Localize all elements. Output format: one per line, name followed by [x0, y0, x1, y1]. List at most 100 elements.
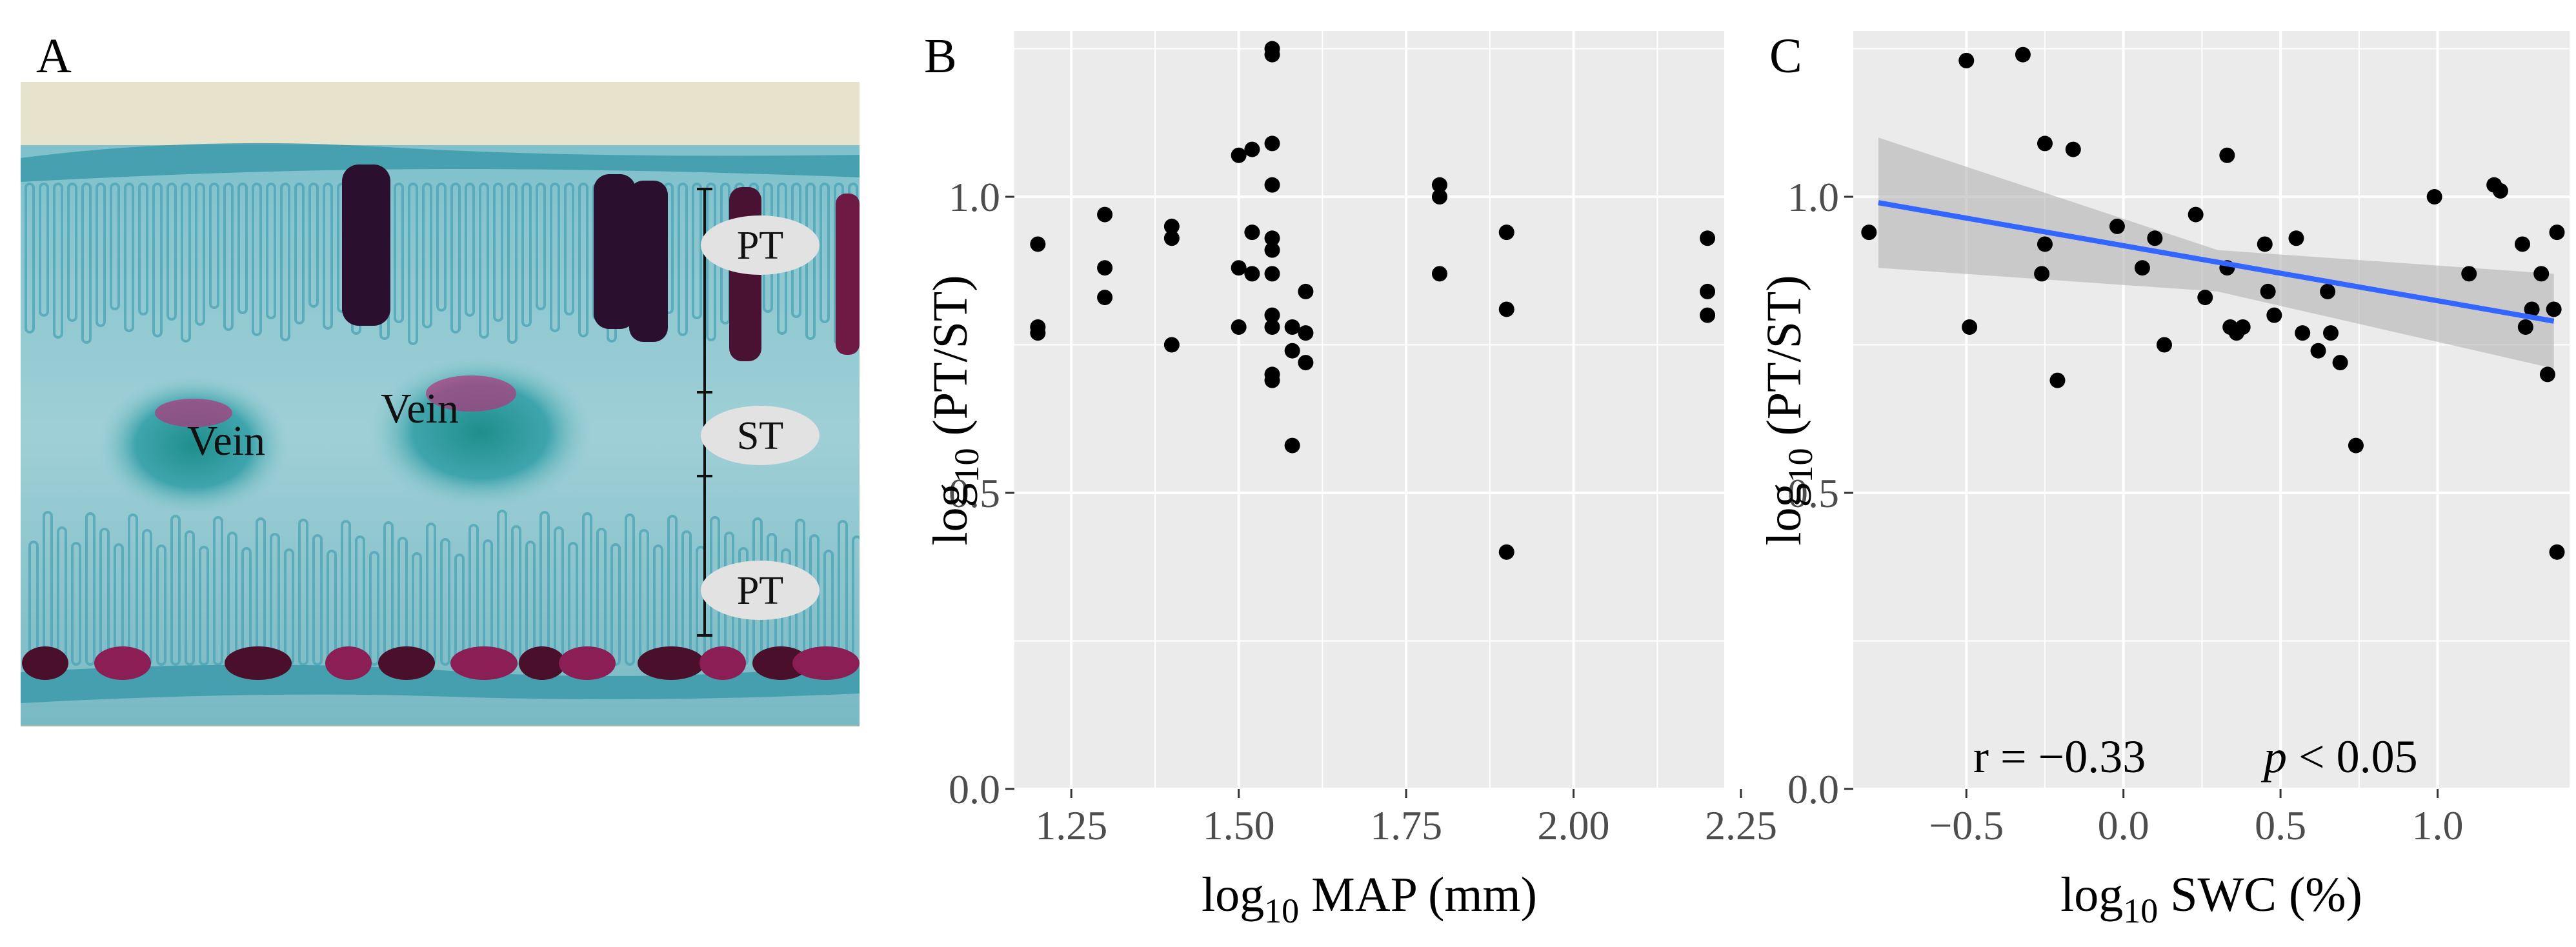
palisade-cell [81, 183, 92, 344]
data-point [2310, 343, 2326, 359]
tannin-cell [519, 646, 565, 680]
region-label-pt-upper-text: PT [737, 224, 783, 268]
palisade-cell [678, 183, 688, 336]
y-tick-label: 0.5 [1787, 470, 1839, 516]
vein-label-left: Vein [187, 417, 265, 464]
panel-c: C −0.5 0.0 0.5 1.0 0.0 0.5 1.0 r = −0.33 p < 0… [1757, 29, 2570, 930]
points-b [1030, 41, 1716, 560]
palisade-cell [408, 183, 418, 345]
upper-epidermis [21, 143, 860, 182]
y-tick-label: 0.0 [949, 766, 1000, 812]
data-point [2037, 236, 2053, 252]
data-point [1163, 230, 1180, 246]
x-tick-label: −0.5 [1929, 802, 2004, 848]
grid-c [1853, 31, 2570, 790]
data-point [2197, 290, 2213, 306]
data-point [2533, 266, 2550, 282]
data-point [1244, 224, 1260, 241]
panel-letter-b: B [924, 29, 957, 83]
tannin-cell [378, 646, 435, 680]
panel-letter-a: A [36, 29, 72, 83]
palisade-cell [422, 183, 432, 328]
palisade-cell [39, 183, 49, 317]
x-tick-label: 2.25 [1705, 802, 1777, 848]
palisade-cell [550, 183, 560, 332]
data-point [2188, 206, 2204, 223]
palisade-cell [181, 183, 191, 343]
data-point [1231, 260, 1247, 276]
tannin-cell [792, 646, 860, 680]
palisade-cell [25, 183, 35, 334]
tannin-cell [752, 646, 809, 680]
palisade-cell [479, 183, 489, 339]
x-tick-label: 1.25 [1035, 802, 1107, 848]
data-point [1264, 307, 1280, 323]
ticks-b: 1.25 1.50 1.75 2.00 2.25 0.0 0.5 1.0 [949, 174, 1777, 848]
data-point [2134, 260, 2150, 276]
lower-epidermis [21, 664, 860, 703]
plot-area-b [1014, 31, 1724, 789]
palisade-cell [209, 183, 219, 309]
palisade-cell [237, 183, 248, 314]
data-point [1298, 283, 1314, 299]
vein-bundle-left [97, 374, 290, 516]
data-point [1264, 135, 1280, 152]
palisade-cell [195, 183, 205, 326]
palisade-cell [170, 515, 181, 666]
palisade-cell [610, 543, 621, 666]
data-point [2235, 319, 2251, 335]
palisade-cell [124, 183, 134, 332]
y-tick-label: 0.5 [949, 470, 1000, 516]
palisade-cell [199, 546, 209, 666]
palisade-cell [138, 183, 148, 315]
data-point [2260, 283, 2276, 299]
correlation-r: r = −0.33 [1973, 731, 2146, 783]
data-point [2492, 183, 2508, 199]
data-point [2323, 325, 2339, 341]
data-point [1498, 301, 1514, 317]
palisade-cell [96, 183, 106, 327]
data-point [2034, 266, 2050, 282]
correlation-p: p < 0.05 [2260, 731, 2418, 783]
scale-bar [697, 188, 712, 637]
data-point [1284, 343, 1300, 359]
data-point [1700, 307, 1716, 323]
data-point [2539, 366, 2555, 383]
data-point [1431, 177, 1447, 193]
x-axis-title-b: log10 MAP (mm) [1202, 868, 1537, 930]
data-point [1231, 319, 1247, 335]
x-tick-label: 1.50 [1203, 802, 1275, 848]
x-tick-label: 2.00 [1538, 802, 1610, 848]
data-point [1264, 266, 1280, 282]
tannin-cell [325, 646, 372, 680]
data-point [1298, 325, 1314, 341]
palisade-cell [308, 183, 319, 308]
data-point [1700, 230, 1716, 246]
panel-a: A [21, 29, 860, 727]
data-point [1431, 266, 1447, 282]
vein-stain-right [426, 375, 516, 412]
data-point [2348, 437, 2364, 454]
data-point [1431, 189, 1447, 205]
region-label-pt-lower-text: PT [737, 569, 783, 613]
tannin-cell [342, 164, 390, 326]
palisade-cell [564, 183, 574, 315]
data-point [2549, 544, 2565, 560]
palisade-cell [450, 183, 461, 334]
data-point [1264, 177, 1280, 193]
data-point [1163, 337, 1180, 353]
palisade-cell [493, 183, 503, 322]
palisade-cell [294, 183, 305, 324]
tannin-cell [94, 646, 151, 680]
palisade-cell [280, 183, 290, 341]
palisade-cell [213, 516, 223, 666]
y-tick-label: 1.0 [949, 174, 1000, 220]
palisade-cell [312, 534, 323, 666]
data-point [2037, 135, 2053, 152]
y-tick-label: 1.0 [1787, 174, 1839, 220]
palisade-cell [156, 544, 166, 666]
y-tick-label: 0.0 [1787, 766, 1839, 812]
data-point [2549, 224, 2565, 241]
data-point [2288, 230, 2304, 246]
